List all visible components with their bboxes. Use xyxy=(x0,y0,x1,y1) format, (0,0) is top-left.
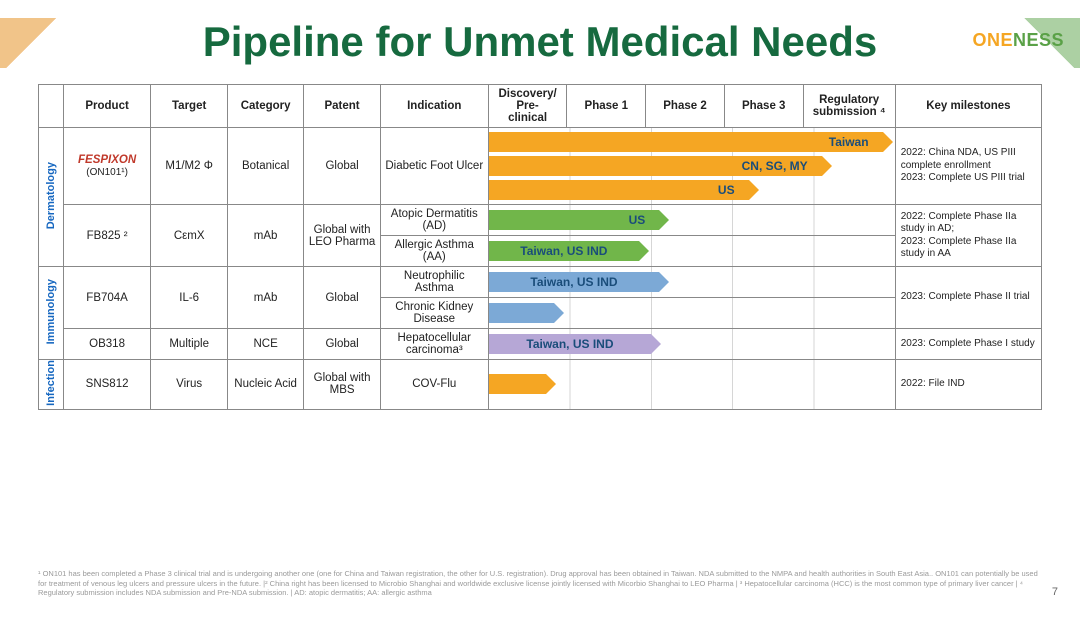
vtab-infection: Infection xyxy=(39,360,64,410)
cell-product-fb825: FB825 ² xyxy=(63,205,151,267)
row-fespixon: Dermatology FESPIXON (ON101¹) M1/M2 Φ Bo… xyxy=(39,128,1042,205)
cell-bars-fb704a-na: Taiwan, US IND xyxy=(488,267,895,298)
cell-target: IL-6 xyxy=(151,267,227,329)
logo-part1: ONE xyxy=(972,30,1013,50)
h-key: Key milestones xyxy=(895,85,1041,128)
cell-indication: Atopic Dermatitis (AD) xyxy=(380,205,488,236)
bar-fb704a-na: Taiwan, US IND xyxy=(489,272,660,292)
cell-milestone: 2023: Complete Phase I study xyxy=(895,329,1041,360)
h-phase3: Phase 3 xyxy=(724,85,803,128)
bar-cn-sg-my: CN, SG, MY xyxy=(489,156,822,176)
h-category: Category xyxy=(227,85,303,128)
cell-category: mAb xyxy=(227,267,303,329)
cell-bars-fb825-aa: Taiwan, US IND xyxy=(488,236,895,267)
h-indication: Indication xyxy=(380,85,488,128)
cell-target: Virus xyxy=(151,360,227,410)
bar-fb825-ad: US xyxy=(489,210,660,230)
logo-part2: NESS xyxy=(1013,30,1064,50)
h-target: Target xyxy=(151,85,227,128)
cell-bars-fespixon: Taiwan CN, SG, MY US xyxy=(488,128,895,205)
cell-patent: Global xyxy=(304,128,380,205)
cell-product-sns812: SNS812 xyxy=(63,360,151,410)
cell-indication: Diabetic Foot Ulcer xyxy=(380,128,488,205)
logo: ONENESS xyxy=(972,30,1064,51)
h-blank xyxy=(39,85,64,128)
cell-indication: Neutrophilic Asthma xyxy=(380,267,488,298)
cell-product-fespixon: FESPIXON (ON101¹) xyxy=(63,128,151,205)
cell-bars-fb704a-ckd xyxy=(488,298,895,329)
cell-category: Botanical xyxy=(227,128,303,205)
bar-fb704a-ckd xyxy=(489,303,554,323)
vtab-dermatology: Dermatology xyxy=(39,128,64,267)
cell-indication: COV-Flu xyxy=(380,360,488,410)
cell-category: NCE xyxy=(227,329,303,360)
h-phase1: Phase 1 xyxy=(567,85,646,128)
bar-ob318: Taiwan, US IND xyxy=(489,334,651,354)
page-number: 7 xyxy=(1052,586,1058,598)
cell-category: Nucleic Acid xyxy=(227,360,303,410)
row-fb825-ad: FB825 ² CεmX mAb Global with LEO Pharma … xyxy=(39,205,1042,236)
bar-us: US xyxy=(489,180,749,200)
cell-milestone: 2022: China NDA, US PIII complete enroll… xyxy=(895,128,1041,205)
corner-decoration-tl xyxy=(0,18,90,68)
row-fb704a-na: Immunology FB704A IL-6 mAb Global Neutro… xyxy=(39,267,1042,298)
footnotes: ¹ ON101 has been completed a Phase 3 cli… xyxy=(38,569,1042,598)
cell-milestone: 2022: Complete Phase IIa study in AD; 20… xyxy=(895,205,1041,267)
h-phase2: Phase 2 xyxy=(646,85,725,128)
cell-target: Multiple xyxy=(151,329,227,360)
row-sns812: Infection SNS812 Virus Nucleic Acid Glob… xyxy=(39,360,1042,410)
h-patent: Patent xyxy=(304,85,380,128)
h-product: Product xyxy=(63,85,151,128)
cell-indication: Allergic Asthma (AA) xyxy=(380,236,488,267)
pipeline-table-wrap: Product Target Category Patent Indicatio… xyxy=(38,84,1042,410)
cell-bars-ob318: Taiwan, US IND xyxy=(488,329,895,360)
pipeline-table: Product Target Category Patent Indicatio… xyxy=(38,84,1042,410)
row-ob318: OB318 Multiple NCE Global Hepatocellular… xyxy=(39,329,1042,360)
vtab-immunology: Immunology xyxy=(39,267,64,360)
cell-target: CεmX xyxy=(151,205,227,267)
cell-milestone: 2023: Complete Phase II trial xyxy=(895,267,1041,329)
cell-patent: Global with LEO Pharma xyxy=(304,205,380,267)
header-row: Product Target Category Patent Indicatio… xyxy=(39,85,1042,128)
cell-product-fb704a: FB704A xyxy=(63,267,151,329)
cell-patent: Global with MBS xyxy=(304,360,380,410)
cell-indication: Chronic Kidney Disease xyxy=(380,298,488,329)
cell-patent: Global xyxy=(304,329,380,360)
cell-patent: Global xyxy=(304,267,380,329)
cell-bars-fb825-ad: US xyxy=(488,205,895,236)
cell-target: M1/M2 Φ xyxy=(151,128,227,205)
bar-fb825-aa: Taiwan, US IND xyxy=(489,241,639,261)
cell-indication: Hepatocellular carcinoma³ xyxy=(380,329,488,360)
cell-category: mAb xyxy=(227,205,303,267)
cell-product-ob318: OB318 xyxy=(63,329,151,360)
bar-sns812 xyxy=(489,374,546,394)
h-discovery: Discovery/ Pre- clinical xyxy=(488,85,567,128)
h-regulatory: Regulatory submission ⁴ xyxy=(803,85,895,128)
bar-taiwan: Taiwan xyxy=(489,132,883,152)
page-title: Pipeline for Unmet Medical Needs xyxy=(0,18,1080,66)
cell-milestone: 2022: File IND xyxy=(895,360,1041,410)
cell-bars-sns812 xyxy=(488,360,895,410)
